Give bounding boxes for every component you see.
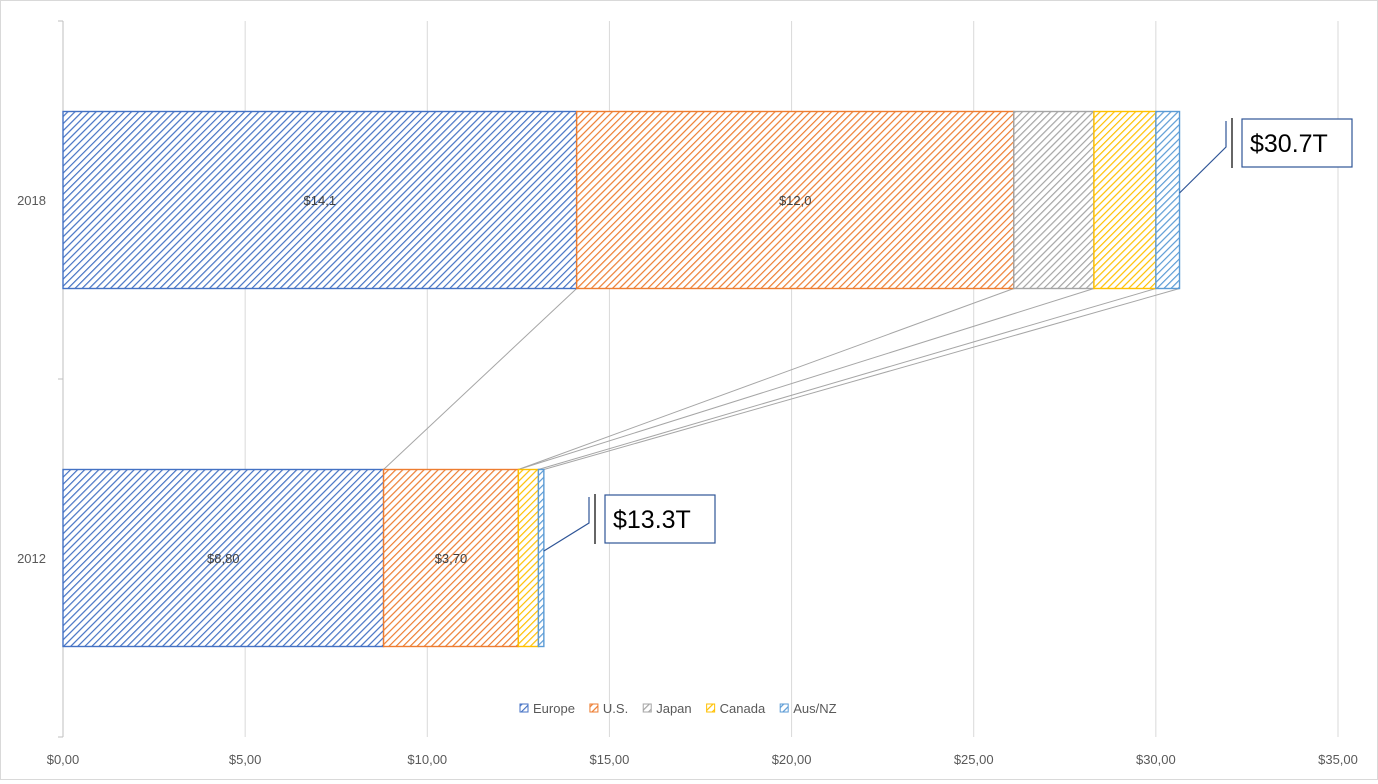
data-labels: $14,1 $12,0 $8,80 $3,70 — [207, 193, 811, 566]
legend-label-aus-nz: Aus/NZ — [793, 701, 836, 716]
callout-box — [1241, 118, 1353, 168]
x-tick-label: $30,00 — [1136, 752, 1176, 767]
bar-aus-nz-2018 — [1155, 110, 1181, 290]
bar-u-s-2018 — [575, 110, 1015, 290]
total-callout-2012: $13.3T — [543, 494, 716, 552]
legend-item-europe: Europe — [519, 701, 575, 716]
legend-swatch-europe — [519, 703, 529, 713]
series-line-u-s — [518, 288, 1014, 470]
data-label-u-s-2018: $12,0 — [779, 193, 812, 208]
category-axis: 2018 2012 — [17, 20, 64, 738]
series-line-aus-nz — [543, 288, 1180, 470]
bar-u-s-2012 — [382, 468, 520, 648]
data-label-europe-2018: $14,1 — [304, 193, 337, 208]
x-tick-label: $0,00 — [47, 752, 80, 767]
callout-box — [604, 494, 716, 544]
legend-label-europe: Europe — [533, 701, 575, 716]
x-tick-label: $25,00 — [954, 752, 994, 767]
x-tick-label: $10,00 — [407, 752, 447, 767]
category-label-2018: 2018 — [17, 193, 46, 208]
bars — [62, 110, 1181, 648]
callout-leader-line — [543, 497, 590, 552]
data-label-u-s-2012: $3,70 — [435, 551, 468, 566]
x-tick-label: $20,00 — [772, 752, 812, 767]
bar-aus-nz-2012 — [537, 468, 545, 648]
bar-europe-2012 — [62, 468, 385, 648]
x-tick-label: $5,00 — [229, 752, 262, 767]
total-label-2018: $30.7T — [1250, 130, 1328, 158]
legend-swatch-aus-nz — [779, 703, 789, 713]
legend-item-aus-nz: Aus/NZ — [779, 701, 837, 716]
legend-swatch-u-s — [589, 703, 599, 713]
series-line-japan — [518, 288, 1095, 470]
legend-swatch-canada — [706, 703, 716, 713]
legend-label-canada: Canada — [720, 701, 766, 716]
legend: Europe U.S. Japan Canada Aus/NZ — [519, 701, 837, 716]
series-line-europe — [383, 288, 577, 470]
legend-swatch-japan — [642, 703, 652, 713]
legend-item-u-s: U.S. — [589, 701, 628, 716]
legend-label-u-s: U.S. — [603, 701, 628, 716]
legend-label-japan: Japan — [656, 701, 691, 716]
legend-item-canada: Canada — [706, 701, 766, 716]
category-label-2012: 2012 — [17, 551, 46, 566]
callout-leader-line — [1179, 121, 1227, 194]
series-line-canada — [538, 288, 1156, 470]
x-axis-tick-labels: $0,00 $5,00 $10,00 $15,00 $20,00 $25,00 $30,00… — [47, 752, 1358, 767]
legend-item-japan: Japan — [642, 701, 692, 716]
total-label-2012: $13.3T — [613, 506, 691, 534]
data-label-europe-2012: $8,80 — [207, 551, 240, 566]
series-connector-lines — [383, 288, 1180, 470]
bar-japan-2018 — [1013, 110, 1095, 290]
bar-canada-2018 — [1093, 110, 1157, 290]
bar-canada-2012 — [517, 468, 540, 648]
total-callouts: $30.7T $13.3T — [543, 118, 1353, 552]
x-tick-label: $15,00 — [590, 752, 630, 767]
bar-europe-2018 — [62, 110, 578, 290]
total-callout-2018: $30.7T — [1179, 118, 1353, 194]
x-tick-label: $35,00 — [1318, 752, 1358, 767]
